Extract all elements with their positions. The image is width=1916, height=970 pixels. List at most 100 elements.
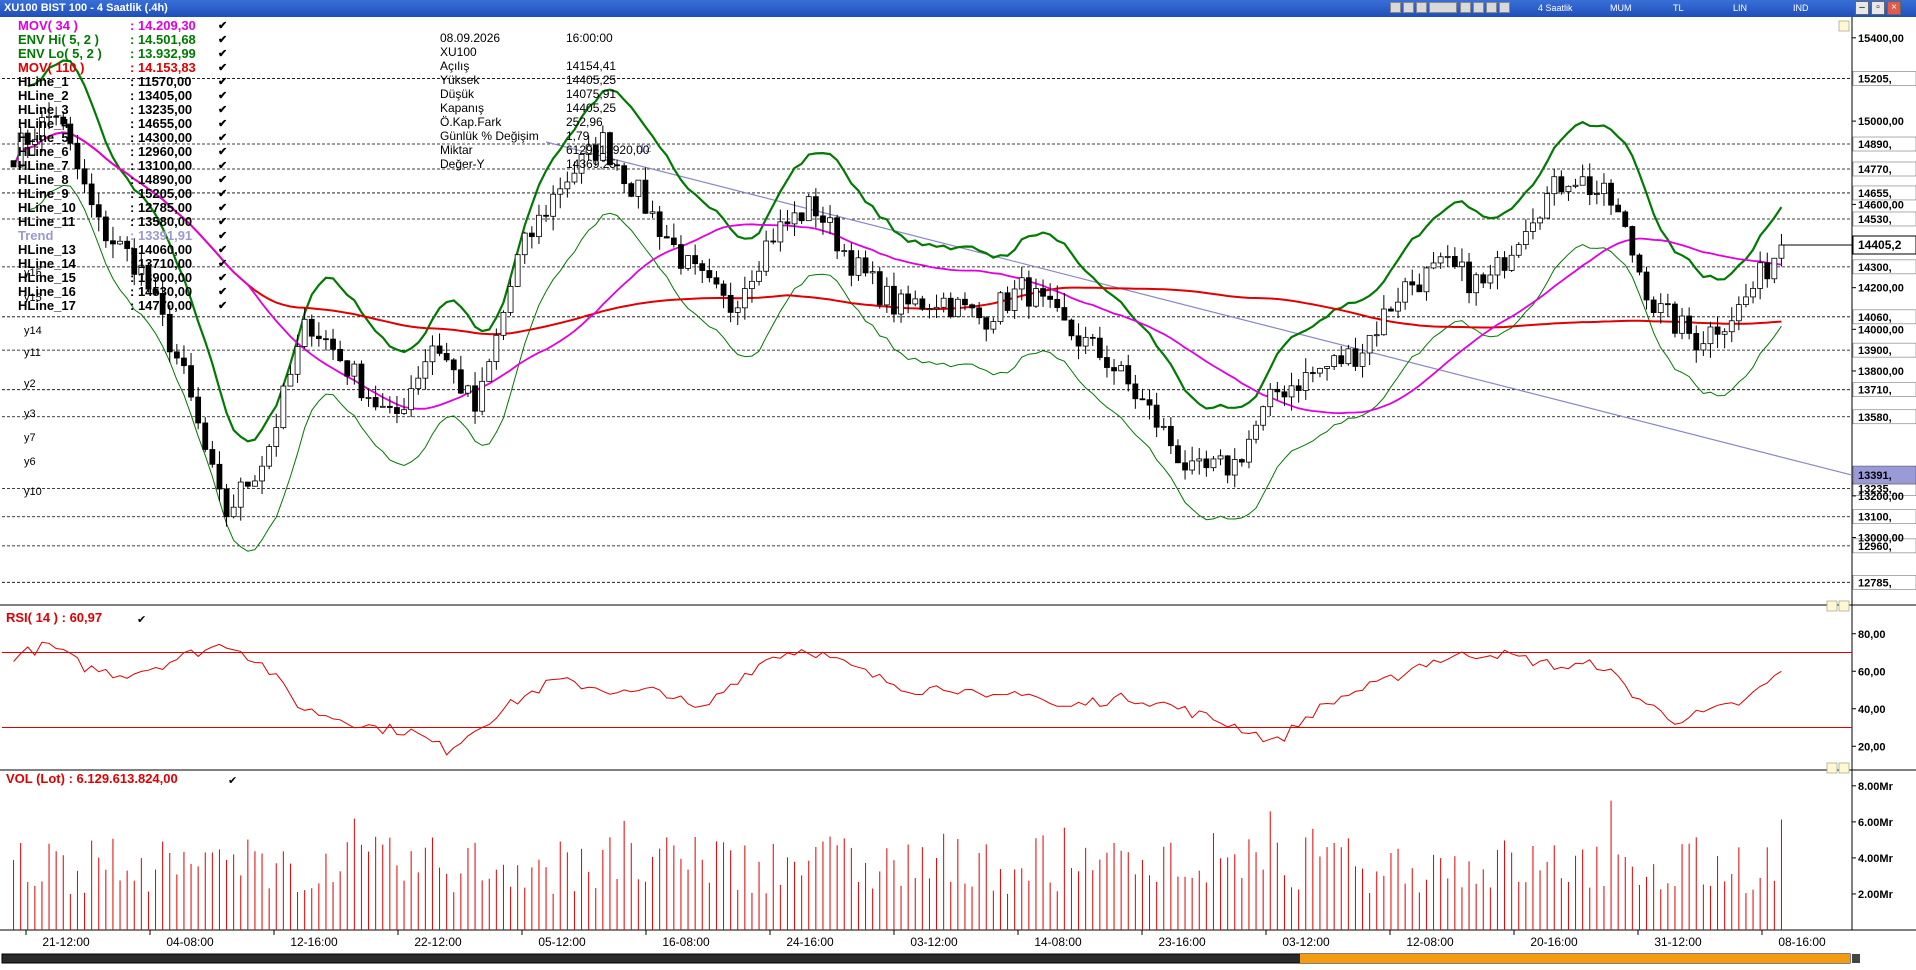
candle-body: [237, 481, 244, 508]
hline-label-box: [1852, 309, 1916, 325]
legend-value: : 14890,00: [130, 172, 193, 187]
checkmark-icon[interactable]: ✔: [218, 160, 228, 172]
checkmark-icon[interactable]: ✔: [218, 90, 228, 102]
toolbar-tool-icon[interactable]: [1390, 2, 1401, 13]
trend-name-label: t12: [636, 143, 651, 155]
currency-selector[interactable]: TL: [1673, 3, 1684, 13]
y-line-label: y2: [24, 378, 36, 390]
hline-label-box: [1852, 342, 1916, 358]
close-icon[interactable]: ×: [1887, 1, 1901, 15]
candle-body: [330, 338, 336, 350]
hline-label-box: [1852, 211, 1916, 227]
hline-label-box: [1852, 259, 1916, 275]
hline-label-box: [1852, 575, 1916, 590]
candle-body: [1515, 244, 1522, 256]
checkmark-icon[interactable]: ✔: [218, 76, 228, 88]
checkmark-icon[interactable]: ✔: [218, 118, 228, 130]
hline-label-box: [1852, 509, 1916, 525]
toolbar-tool-icon[interactable]: [1473, 2, 1484, 13]
candle-body: [820, 215, 826, 223]
legend-value: : 11570,00: [130, 74, 192, 89]
checkmark-icon[interactable]: ✔: [218, 104, 228, 116]
candle-body: [912, 298, 919, 305]
candle-body: [1189, 460, 1196, 471]
candle-body: [919, 298, 926, 310]
candle-body: [749, 280, 755, 290]
candle-body: [1423, 267, 1430, 293]
candle-body: [10, 160, 17, 168]
candle-body: [905, 293, 912, 305]
panel-button[interactable]: [1838, 600, 1850, 612]
candle-body: [528, 232, 535, 238]
price-tick-label: 15400,00: [1858, 33, 1904, 45]
panel-button[interactable]: [1838, 20, 1850, 32]
candle-body: [95, 204, 102, 218]
time-tick-label: 20-16:00: [1530, 935, 1578, 949]
candle-body: [621, 165, 628, 185]
info-value: 14154,41: [566, 59, 617, 73]
window-title: XU100 BIST 100 - 4 Saatlik (.4h): [4, 2, 168, 14]
checkmark-icon[interactable]: ✔: [218, 230, 228, 242]
chart-area[interactable]: 15205, 14890, 14770, 14655, 14530, 14300, 1406…: [0, 17, 1916, 970]
minimize-icon[interactable]: –: [1855, 1, 1869, 15]
period-selector[interactable]: 4 Saatlik: [1538, 3, 1573, 13]
legend-value: : 13235,00: [130, 102, 193, 117]
checkmark-icon[interactable]: ✔: [218, 34, 228, 46]
panel-button[interactable]: [1826, 762, 1838, 774]
toolbar-tool-icon[interactable]: [1403, 2, 1414, 13]
legend-name: HLine_8: [18, 172, 69, 187]
checkmark-icon[interactable]: ✔: [218, 300, 228, 312]
hline-label-box: [1852, 382, 1916, 398]
panel-button[interactable]: [1838, 762, 1850, 774]
checkmark-icon[interactable]: ✔: [218, 202, 228, 214]
candle-body: [145, 264, 152, 290]
checkmark-icon[interactable]: ✔: [218, 146, 228, 158]
checkmark-icon[interactable]: ✔: [218, 216, 228, 228]
candle-body: [280, 385, 287, 429]
scale-selector[interactable]: LIN: [1733, 3, 1748, 13]
candle-body: [1501, 257, 1508, 271]
info-value: 14405,25: [566, 73, 617, 87]
checkmark-icon[interactable]: ✔: [218, 174, 228, 186]
candle-body: [720, 283, 727, 296]
checkmark-icon[interactable]: ✔: [228, 775, 238, 787]
indicator-selector[interactable]: IND: [1793, 3, 1809, 13]
checkmark-icon[interactable]: ✔: [218, 62, 228, 74]
candle-body: [983, 317, 990, 330]
candle-body: [259, 465, 265, 482]
scrollbar-thumb[interactable]: [1300, 954, 1850, 963]
candle-body: [1047, 295, 1054, 300]
candle-body: [1175, 445, 1181, 464]
restore-icon[interactable]: ▫: [1871, 1, 1885, 15]
checkmark-icon[interactable]: ✔: [218, 244, 228, 256]
toolbar-tool-icon[interactable]: [1499, 2, 1510, 13]
toolbar-tool-icon[interactable]: [1460, 2, 1471, 13]
candle-body: [1380, 308, 1387, 336]
candle-body: [429, 345, 436, 363]
candle-body: [642, 179, 649, 214]
checkmark-icon[interactable]: ✔: [137, 614, 147, 626]
candle-body: [1061, 307, 1068, 321]
toolbar-tool-icon[interactable]: [1416, 2, 1427, 13]
candle-body: [394, 407, 400, 414]
checkmark-icon[interactable]: ✔: [218, 132, 228, 144]
y-line-label: y15: [24, 292, 42, 304]
candle-body: [635, 179, 642, 197]
checkmark-icon[interactable]: ✔: [218, 48, 228, 60]
chart-style-selector[interactable]: MUM: [1610, 3, 1632, 13]
toolbar-tool-icon[interactable]: [1486, 2, 1497, 13]
candle-body: [1494, 257, 1501, 276]
checkmark-icon[interactable]: ✔: [218, 258, 228, 270]
candle-body: [997, 292, 1004, 323]
checkmark-icon[interactable]: ✔: [218, 20, 228, 32]
panel-button[interactable]: [1826, 600, 1838, 612]
candle-body: [1693, 333, 1700, 351]
candle-body: [1409, 281, 1416, 286]
candle-body: [1238, 459, 1245, 463]
checkmark-icon[interactable]: ✔: [218, 272, 228, 284]
checkmark-icon[interactable]: ✔: [218, 188, 228, 200]
candle-body: [337, 348, 344, 362]
legend-name: ENV Hi( 5, 2 ): [18, 32, 99, 47]
checkmark-icon[interactable]: ✔: [218, 286, 228, 298]
toolbar-tool-icon[interactable]: [1429, 2, 1457, 13]
